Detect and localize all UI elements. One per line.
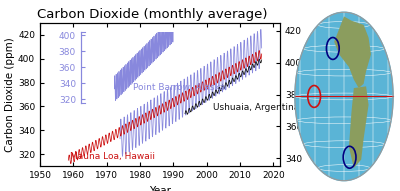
Text: Mauna Loa, Hawaii: Mauna Loa, Hawaii — [70, 152, 155, 161]
Polygon shape — [349, 86, 368, 168]
Polygon shape — [334, 16, 371, 88]
Polygon shape — [295, 12, 393, 181]
Text: Ushuaia, Argentina: Ushuaia, Argentina — [213, 103, 300, 112]
Text: Carbon Dioxide (monthly average): Carbon Dioxide (monthly average) — [37, 8, 267, 21]
Y-axis label: Carbon Dioxide (ppm): Carbon Dioxide (ppm) — [5, 37, 15, 152]
X-axis label: Year: Year — [149, 186, 171, 191]
Text: Point Barrow, Alaska: Point Barrow, Alaska — [133, 83, 226, 92]
